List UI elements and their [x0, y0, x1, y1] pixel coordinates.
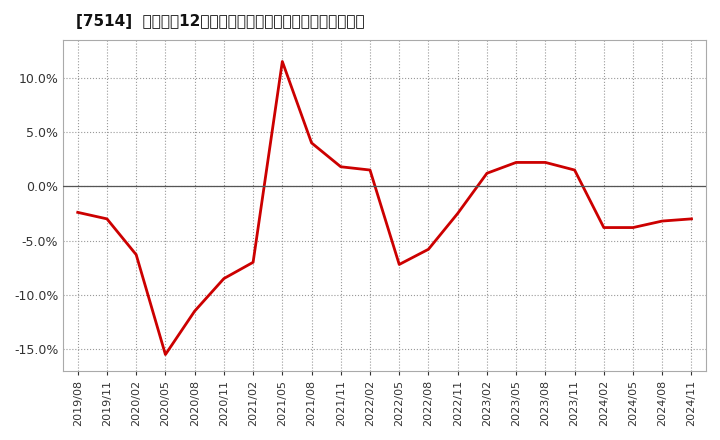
Text: [7514]  売上高の12か月移動合計の対前年同期増減率の推移: [7514] 売上高の12か月移動合計の対前年同期増減率の推移: [76, 14, 364, 29]
